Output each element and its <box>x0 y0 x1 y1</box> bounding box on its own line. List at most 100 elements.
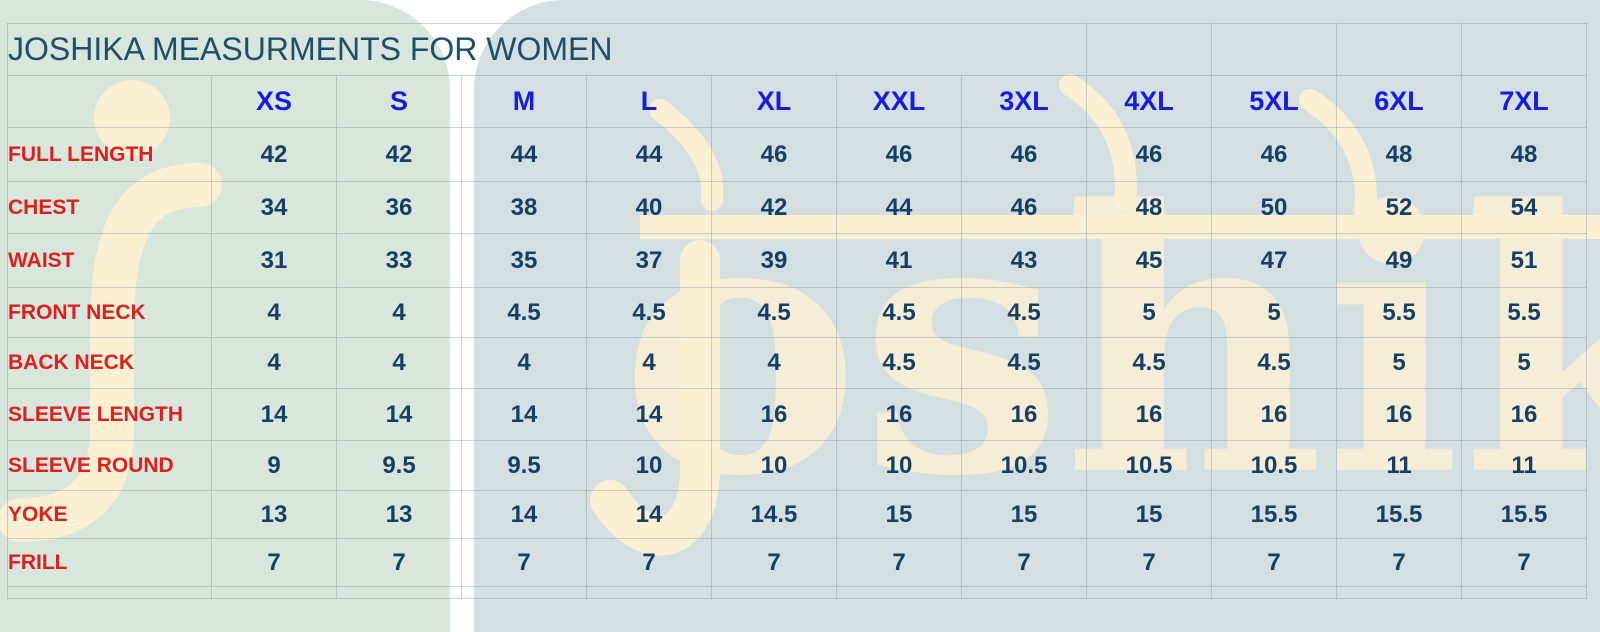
size-header-l: L <box>586 75 712 128</box>
measurement-value: 14 <box>586 490 712 539</box>
size-header-xs: XS <box>211 75 337 128</box>
measurement-value: 15.5 <box>1211 490 1337 539</box>
row-label: SLEEVE ROUND <box>7 440 212 491</box>
measurement-value: 16 <box>836 388 962 441</box>
measurement-value: 15 <box>1086 490 1212 539</box>
measurement-value: 7 <box>836 538 962 587</box>
corner-cell <box>7 75 212 128</box>
measurement-value: 14 <box>336 388 462 441</box>
chart-title: JOSHIKA MEASURMENTS FOR WOMEN <box>7 23 1087 76</box>
title-row: JOSHIKA MEASURMENTS FOR WOMEN <box>7 23 1587 76</box>
measurement-value: 11 <box>1461 440 1587 491</box>
measurement-value: 42 <box>711 181 837 234</box>
measurement-value: 4.5 <box>586 287 712 338</box>
measurement-value: 50 <box>1211 181 1337 234</box>
size-header-4xl: 4XL <box>1086 75 1212 128</box>
measurement-value: 42 <box>336 127 462 182</box>
measurement-value: 4 <box>586 337 712 389</box>
measurement-value: 38 <box>461 181 587 234</box>
measurement-value: 4 <box>211 337 337 389</box>
measurement-value: 7 <box>1461 538 1587 587</box>
measurement-value: 10.5 <box>1211 440 1337 491</box>
measurement-value: 14 <box>211 388 337 441</box>
measurement-row: SLEEVE LENGTH 14 14 14 14 16 16 16 16 16 16 16 <box>7 388 1587 441</box>
measurement-value: 35 <box>461 233 587 288</box>
measurement-value: 46 <box>836 127 962 182</box>
measurement-value: 48 <box>1461 127 1587 182</box>
measurement-value: 13 <box>336 490 462 539</box>
measurement-row: CHEST 34 36 38 40 42 44 46 48 50 52 54 <box>7 181 1587 234</box>
measurement-value: 4.5 <box>961 337 1087 389</box>
measurement-value: 33 <box>336 233 462 288</box>
measurement-value: 44 <box>586 127 712 182</box>
measurement-value: 36 <box>336 181 462 234</box>
row-label: SLEEVE LENGTH <box>7 388 212 441</box>
measurement-value: 4.5 <box>461 287 587 338</box>
measurement-value: 9.5 <box>336 440 462 491</box>
measurement-row: WAIST 31 33 35 37 39 41 43 45 47 49 51 <box>7 233 1587 288</box>
measurement-value: 4 <box>711 337 837 389</box>
measurement-value: 45 <box>1086 233 1212 288</box>
size-header-xxl: XXL <box>836 75 962 128</box>
measurement-value: 46 <box>1086 127 1212 182</box>
measurement-row: FRONT NECK 4 4 4.5 4.5 4.5 4.5 4.5 5 5 5.5 5.5 <box>7 287 1587 338</box>
measurement-value: 46 <box>961 181 1087 234</box>
measurement-value: 16 <box>711 388 837 441</box>
measurement-row: YOKE 13 13 14 14 14.5 15 15 15 15.5 15.5 15.5 <box>7 490 1587 539</box>
measurement-value: 16 <box>1336 388 1462 441</box>
measurement-value: 4.5 <box>711 287 837 338</box>
row-label: FRONT NECK <box>7 287 212 338</box>
measurement-value: 4 <box>211 287 337 338</box>
measurement-value: 34 <box>211 181 337 234</box>
measurement-value: 46 <box>711 127 837 182</box>
measurement-value: 14 <box>461 490 587 539</box>
measurement-value: 7 <box>1211 538 1337 587</box>
measurement-table: JOSHIKA MEASURMENTS FOR WOMEN XS S M L XL XXL… <box>7 23 1587 599</box>
measurement-value: 7 <box>961 538 1087 587</box>
measurement-value: 7 <box>711 538 837 587</box>
measurement-value: 13 <box>211 490 337 539</box>
row-label: BACK NECK <box>7 337 212 389</box>
measurement-value: 10 <box>836 440 962 491</box>
measurement-value: 5 <box>1086 287 1212 338</box>
measurement-value: 4 <box>336 337 462 389</box>
measurement-row: SLEEVE ROUND 9 9.5 9.5 10 10 10 10.5 10.5 10.5 11 1… <box>7 440 1587 491</box>
measurement-value: 5.5 <box>1461 287 1587 338</box>
row-label: YOKE <box>7 490 212 539</box>
row-label: FULL LENGTH <box>7 127 212 182</box>
measurement-value: 14 <box>461 388 587 441</box>
measurement-value: 16 <box>1086 388 1212 441</box>
measurement-value: 48 <box>1336 127 1462 182</box>
row-label: CHEST <box>7 181 212 234</box>
measurement-value: 37 <box>586 233 712 288</box>
empty-grid-row <box>7 586 1587 599</box>
measurement-value: 5 <box>1211 287 1337 338</box>
measurement-value: 4.5 <box>1086 337 1212 389</box>
measurement-value: 9 <box>211 440 337 491</box>
size-header-s: S <box>336 75 462 128</box>
size-header-6xl: 6XL <box>1336 75 1462 128</box>
row-label: WAIST <box>7 233 212 288</box>
measurement-value: 7 <box>336 538 462 587</box>
measurement-value: 10 <box>586 440 712 491</box>
measurement-value: 11 <box>1336 440 1462 491</box>
measurement-value: 48 <box>1086 181 1212 234</box>
size-header-row: XS S M L XL XXL 3XL 4XL 5XL 6XL 7XL <box>7 75 1587 128</box>
measurement-value: 42 <box>211 127 337 182</box>
measurement-value: 5 <box>1336 337 1462 389</box>
row-label: FRILL <box>7 538 212 587</box>
size-header-7xl: 7XL <box>1461 75 1587 128</box>
measurement-value: 16 <box>961 388 1087 441</box>
measurement-value: 15.5 <box>1461 490 1587 539</box>
measurement-value: 51 <box>1461 233 1587 288</box>
measurement-value: 10.5 <box>961 440 1087 491</box>
measurement-value: 10 <box>711 440 837 491</box>
measurement-value: 4 <box>336 287 462 338</box>
measurement-value: 43 <box>961 233 1087 288</box>
measurement-value: 39 <box>711 233 837 288</box>
measurement-value: 14.5 <box>711 490 837 539</box>
measurement-value: 46 <box>1211 127 1337 182</box>
measurement-row: FULL LENGTH 42 42 44 44 46 46 46 46 46 48 48 <box>7 127 1587 182</box>
measurement-value: 4.5 <box>961 287 1087 338</box>
size-header-m: M <box>461 75 587 128</box>
